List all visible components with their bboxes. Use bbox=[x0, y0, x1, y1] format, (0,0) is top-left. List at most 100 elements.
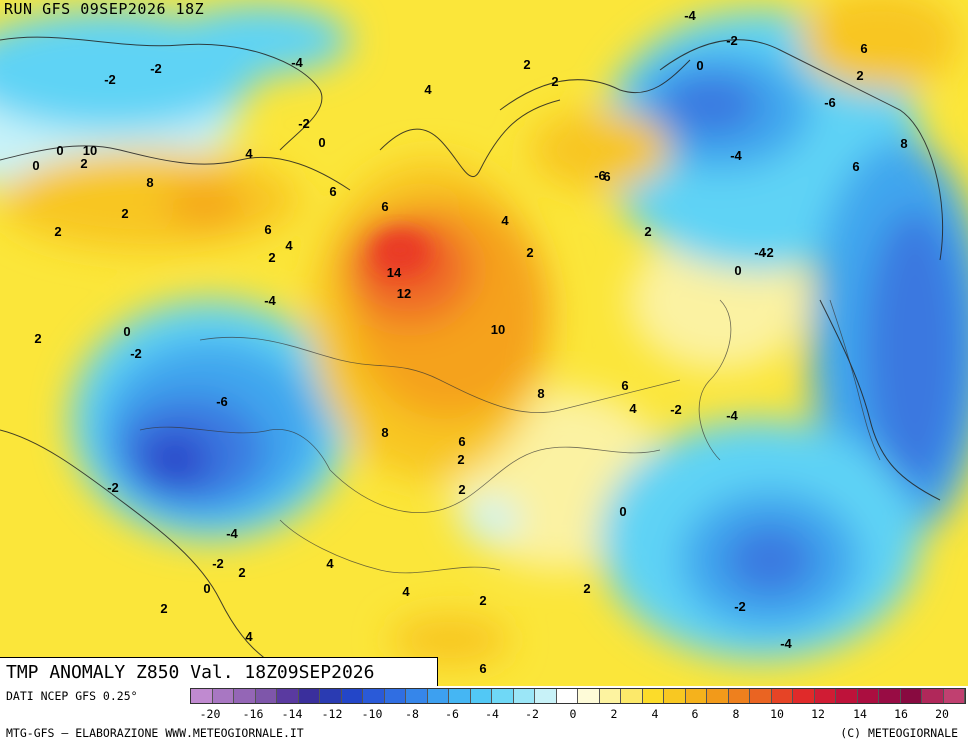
contour-label: 0 bbox=[32, 158, 39, 173]
border-line-6 bbox=[829, 299, 881, 461]
contour-label: 2 bbox=[479, 593, 486, 608]
contour-label: 8 bbox=[900, 136, 907, 151]
contour-label: 2 bbox=[551, 74, 558, 89]
color-bar-swatch bbox=[470, 689, 492, 703]
area-neg6-ne bbox=[660, 75, 760, 135]
area-neg2-north bbox=[170, 5, 350, 75]
contour-label: -6 bbox=[824, 95, 836, 110]
borders bbox=[139, 299, 881, 574]
color-bar-swatch bbox=[664, 689, 686, 703]
color-bar-tick-label: -8 bbox=[405, 707, 419, 721]
contour-label: -2 bbox=[104, 72, 116, 87]
color-bar-swatch bbox=[277, 689, 299, 703]
area-pos8-west bbox=[165, 185, 245, 225]
color-bar-swatch bbox=[922, 689, 944, 703]
color-bar-tick-label: 6 bbox=[691, 707, 699, 721]
contour-label: 10 bbox=[491, 322, 505, 337]
area-neg10-west bbox=[140, 432, 210, 488]
color-bar-swatch bbox=[750, 689, 772, 703]
color-bar-swatch bbox=[642, 689, 664, 703]
color-bar-swatch bbox=[578, 689, 600, 703]
contour-label: -4 bbox=[264, 293, 276, 308]
color-bar-swatch bbox=[556, 689, 578, 703]
area-pos20-core bbox=[375, 232, 425, 268]
contour-label: 6 bbox=[621, 378, 628, 393]
contour-label: 2 bbox=[268, 250, 275, 265]
contour-label: 10 bbox=[83, 143, 97, 158]
contour-label: 6 bbox=[264, 222, 271, 237]
color-bar-swatch bbox=[341, 689, 363, 703]
contour-label: 4 bbox=[285, 238, 293, 253]
contour-label: 4 bbox=[629, 401, 637, 416]
color-bar-swatch bbox=[449, 689, 471, 703]
contour-label: -2 bbox=[150, 61, 162, 76]
border-line-2 bbox=[139, 426, 331, 471]
color-bar-tick-label: 0 bbox=[569, 707, 577, 721]
area-neg6-far-east bbox=[865, 210, 965, 490]
color-bar-tick-label: -12 bbox=[321, 707, 343, 721]
contour-label: 8 bbox=[146, 175, 153, 190]
contour-label: 2 bbox=[238, 565, 245, 580]
contour-label: 2 bbox=[526, 245, 533, 260]
contour-label: 0 bbox=[696, 58, 703, 73]
contour-label: 4 bbox=[402, 584, 410, 599]
color-bar-swatch bbox=[793, 689, 815, 703]
contour-label: 8 bbox=[537, 386, 544, 401]
color-bar-tick-label: -16 bbox=[242, 707, 264, 721]
contour-label: -2 bbox=[107, 480, 119, 495]
color-bar-swatch bbox=[492, 689, 514, 703]
color-bar-swatch bbox=[406, 689, 428, 703]
contour-label: 2 bbox=[856, 68, 863, 83]
coast-north-europe bbox=[0, 145, 351, 191]
contour-label: 14 bbox=[387, 265, 402, 280]
area-pos6-ne bbox=[800, 0, 960, 90]
contour-label: 2 bbox=[160, 601, 167, 616]
color-bar-swatch bbox=[191, 689, 213, 703]
anomaly-core bbox=[375, 232, 425, 268]
color-bar bbox=[190, 688, 966, 704]
color-bar-swatch bbox=[707, 689, 729, 703]
color-bar-swatch bbox=[320, 689, 342, 703]
color-bar-tick-label: 16 bbox=[894, 707, 908, 721]
data-source: DATI NCEP GFS 0.25° bbox=[6, 689, 138, 703]
color-bar-tick-label: 8 bbox=[732, 707, 740, 721]
contour-label: 6 bbox=[381, 199, 388, 214]
contour-label: 2 bbox=[458, 482, 465, 497]
color-bar-tick-label: 4 bbox=[651, 707, 659, 721]
color-bar-swatch bbox=[363, 689, 385, 703]
contour-label: -4 bbox=[754, 245, 766, 260]
contour-label: -4 bbox=[726, 408, 738, 423]
contour-label: -2 bbox=[762, 245, 774, 260]
color-bar-swatch bbox=[427, 689, 449, 703]
contour-label: 0 bbox=[123, 324, 130, 339]
color-bar-swatch bbox=[728, 689, 750, 703]
contour-label: -2 bbox=[734, 599, 746, 614]
contour-label: 6 bbox=[329, 184, 336, 199]
credit-right: (C) METEOGIORNALE bbox=[840, 726, 958, 740]
color-bar-tick-label: -6 bbox=[445, 707, 459, 721]
contour-label: 6 bbox=[458, 434, 465, 449]
credit-left: MTG-GFS — ELABORAZIONE WWW.METEOGIORNALE… bbox=[6, 726, 304, 740]
contour-label: 2 bbox=[54, 224, 61, 239]
color-bar-tick-label: 14 bbox=[853, 707, 867, 721]
contour-label: 0 bbox=[619, 504, 626, 519]
contour-label: 2 bbox=[523, 57, 530, 72]
contour-label: -4 bbox=[226, 526, 238, 541]
contour-label: 4 bbox=[245, 629, 253, 644]
color-bar-swatch bbox=[879, 689, 901, 703]
color-bar-tick-label: -4 bbox=[485, 707, 499, 721]
color-bar-swatch bbox=[298, 689, 320, 703]
color-bar-swatch bbox=[685, 689, 707, 703]
coast-arctic bbox=[499, 59, 691, 111]
contour-label: -2 bbox=[130, 346, 142, 361]
color-bar-swatch bbox=[535, 689, 557, 703]
color-bar-tick-label: 12 bbox=[811, 707, 825, 721]
color-bar-swatch bbox=[900, 689, 922, 703]
coast-west bbox=[0, 429, 301, 681]
contour-label: -4 bbox=[730, 148, 742, 163]
contour-label: -6 bbox=[216, 394, 228, 409]
coast-kara bbox=[379, 99, 561, 177]
color-bar-tick-label: -2 bbox=[525, 707, 539, 721]
contour-label: 6 bbox=[860, 41, 867, 56]
contour-label: 6 bbox=[479, 661, 486, 676]
